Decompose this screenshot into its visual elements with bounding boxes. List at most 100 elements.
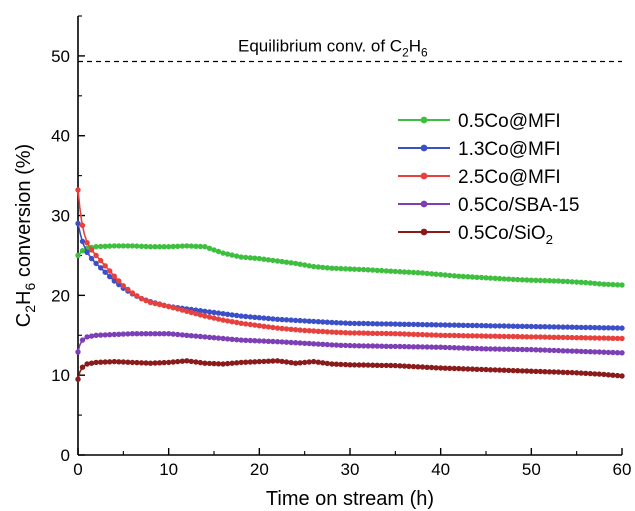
data-point bbox=[274, 325, 281, 331]
data-point bbox=[193, 333, 199, 339]
data-point bbox=[166, 359, 172, 366]
data-point bbox=[469, 366, 476, 372]
data-point bbox=[496, 367, 503, 373]
data-point bbox=[197, 312, 204, 318]
y-axis-title-part-3: 6 bbox=[22, 283, 38, 291]
data-point bbox=[428, 364, 435, 371]
data-point bbox=[379, 343, 385, 349]
data-point bbox=[88, 247, 95, 253]
data-point bbox=[456, 332, 462, 339]
data-point bbox=[256, 315, 262, 321]
legend-label: 0.5Co/SBA-15 bbox=[458, 195, 579, 216]
data-point bbox=[583, 348, 589, 355]
data-point bbox=[415, 321, 421, 328]
data-point bbox=[129, 359, 136, 366]
data-point bbox=[292, 340, 299, 346]
data-point bbox=[528, 277, 534, 283]
data-point bbox=[116, 278, 122, 284]
data-point bbox=[596, 325, 602, 331]
data-point bbox=[506, 346, 512, 352]
data-point bbox=[288, 339, 294, 346]
data-point bbox=[197, 359, 204, 366]
data-point bbox=[111, 331, 118, 338]
data-point bbox=[75, 187, 81, 193]
data-point bbox=[342, 342, 349, 349]
data-point bbox=[297, 317, 303, 324]
data-point bbox=[279, 316, 285, 323]
data-point bbox=[138, 331, 145, 337]
data-point bbox=[433, 322, 439, 328]
data-point bbox=[451, 322, 457, 328]
data-point bbox=[478, 333, 485, 339]
data-point bbox=[324, 360, 330, 367]
data-point bbox=[288, 359, 294, 366]
data-point bbox=[206, 309, 213, 315]
data-point bbox=[388, 362, 394, 369]
data-point bbox=[229, 312, 235, 318]
data-point bbox=[383, 343, 389, 349]
legend-label: 1.3Co@MFI bbox=[458, 139, 561, 160]
data-point bbox=[560, 369, 566, 375]
data-point bbox=[283, 339, 290, 345]
data-point bbox=[438, 322, 444, 328]
data-point bbox=[93, 260, 99, 267]
data-point bbox=[161, 331, 167, 337]
data-point bbox=[546, 334, 553, 340]
data-point bbox=[447, 272, 453, 279]
data-point bbox=[424, 364, 430, 370]
data-point bbox=[224, 318, 231, 324]
data-point bbox=[111, 358, 118, 365]
data-point bbox=[483, 323, 489, 329]
data-point bbox=[143, 360, 149, 366]
data-point bbox=[170, 305, 176, 311]
data-point bbox=[406, 344, 412, 350]
data-point bbox=[370, 330, 376, 336]
data-point bbox=[478, 322, 485, 329]
data-point bbox=[564, 334, 571, 341]
data-point bbox=[229, 252, 235, 258]
data-point bbox=[365, 343, 371, 349]
legend-entry-4: 0.5Co/SiO2 bbox=[398, 223, 553, 247]
data-point bbox=[360, 362, 367, 368]
data-point bbox=[546, 324, 553, 330]
data-point bbox=[356, 320, 362, 327]
data-point bbox=[496, 323, 503, 329]
data-point bbox=[256, 358, 262, 365]
data-point bbox=[438, 271, 444, 278]
legend-label-part-0: 2.5Co@MFI bbox=[458, 167, 561, 188]
data-point bbox=[288, 260, 294, 266]
data-point bbox=[234, 312, 240, 319]
data-point bbox=[211, 247, 217, 253]
data-point bbox=[252, 255, 258, 261]
data-point bbox=[542, 324, 548, 330]
data-point bbox=[528, 368, 534, 374]
data-point bbox=[487, 367, 494, 373]
data-point bbox=[211, 335, 217, 341]
data-point bbox=[415, 270, 421, 276]
data-point bbox=[465, 333, 471, 339]
data-point bbox=[206, 314, 213, 320]
data-point bbox=[487, 333, 494, 339]
data-point bbox=[243, 313, 249, 320]
data-point bbox=[342, 266, 349, 272]
data-point bbox=[252, 314, 258, 320]
data-point bbox=[265, 338, 272, 344]
data-point bbox=[261, 315, 267, 321]
data-point bbox=[279, 339, 285, 345]
data-point bbox=[587, 280, 593, 286]
data-point bbox=[496, 333, 503, 339]
data-point bbox=[247, 314, 253, 320]
data-point bbox=[397, 321, 403, 327]
data-point bbox=[333, 329, 340, 335]
data-point bbox=[374, 321, 380, 327]
data-point bbox=[220, 361, 226, 367]
y-axis-title-part-0: C bbox=[13, 313, 35, 327]
data-point bbox=[88, 333, 95, 339]
data-point bbox=[311, 358, 317, 365]
y-tick-label: 50 bbox=[51, 47, 70, 66]
data-point bbox=[401, 269, 408, 275]
data-point bbox=[329, 342, 335, 348]
data-point bbox=[302, 318, 308, 324]
data-point bbox=[605, 372, 612, 378]
data-point bbox=[234, 360, 240, 366]
